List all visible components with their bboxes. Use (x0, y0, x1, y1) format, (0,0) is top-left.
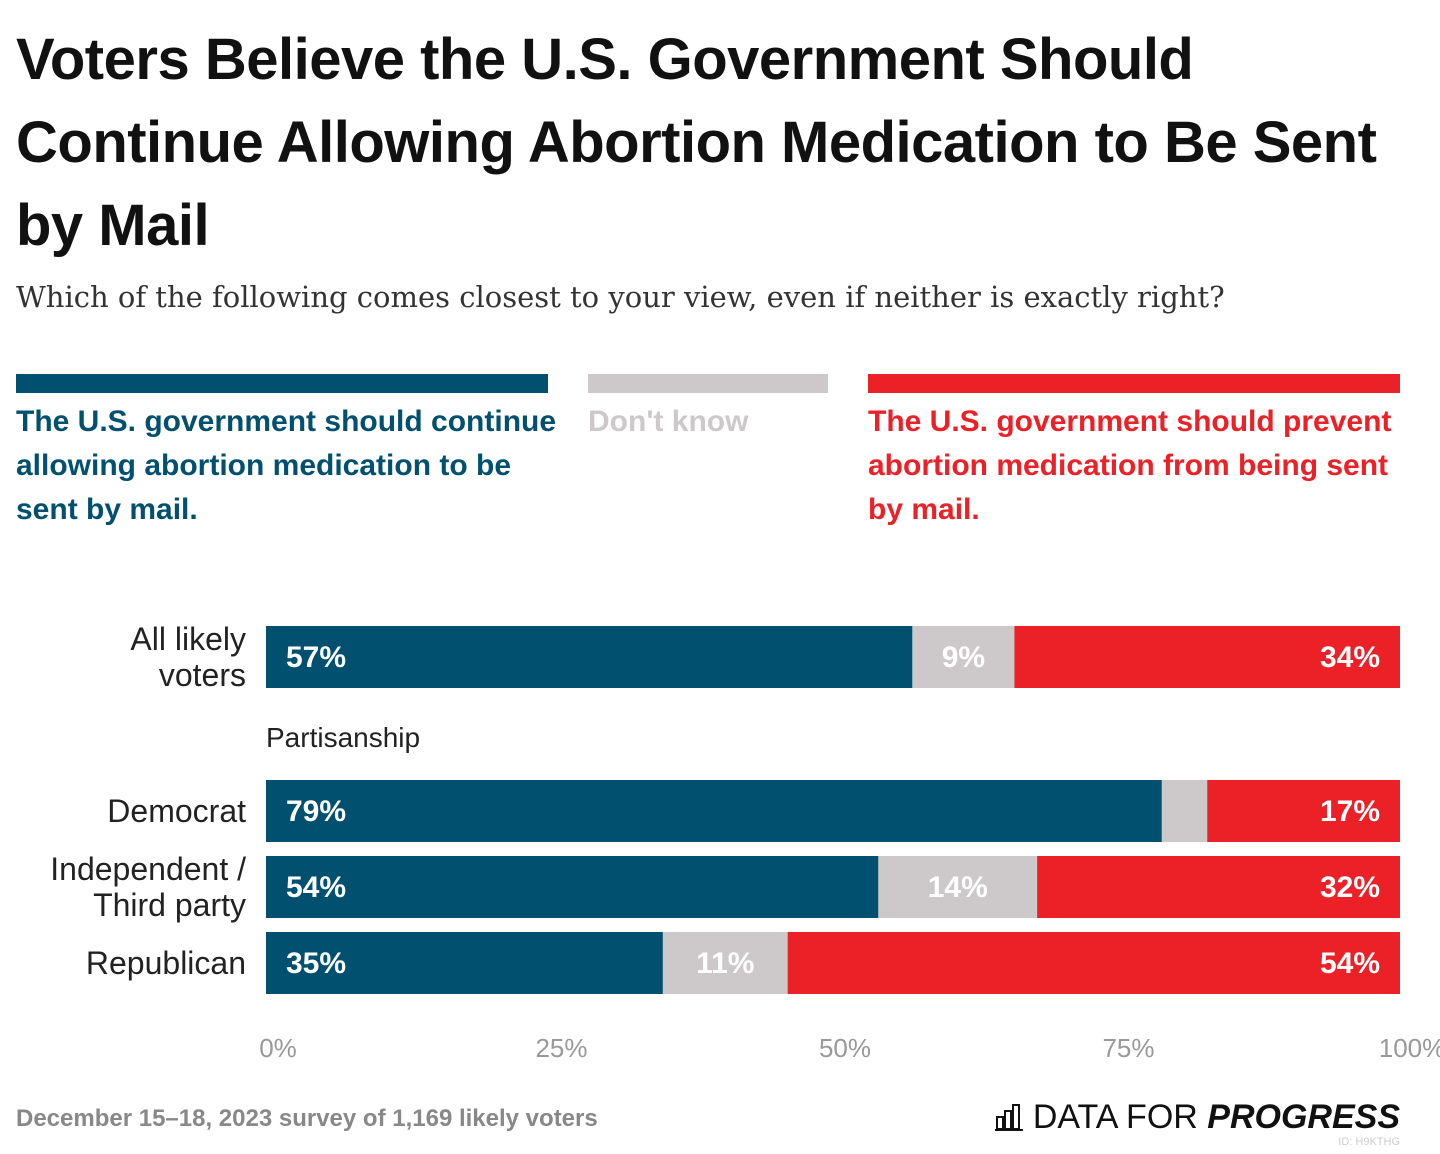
legend-swatch (16, 374, 548, 393)
bar-segment (266, 856, 879, 918)
group-label: Partisanship (266, 722, 421, 753)
bar-segment (878, 856, 1038, 918)
bar-segment (266, 780, 1162, 842)
bar-segment (1161, 780, 1208, 842)
logo: DATA FOR PROGRESS (994, 1098, 1400, 1137)
x-tick-label: 100% (1379, 1033, 1440, 1063)
value-label: 54% (1320, 947, 1380, 980)
chart-title: Voters Believe the U.S. Government Shoul… (16, 27, 1377, 258)
value-label: 79% (286, 795, 346, 828)
value-label: 14% (928, 871, 988, 904)
legend-swatch (868, 374, 1400, 393)
category-label: Republican (85, 945, 246, 981)
chart-subtitle: Which of the following comes closest to … (16, 280, 1225, 314)
logo-icon (994, 1104, 1023, 1131)
chart-id: ID: H9KTHG (1338, 1136, 1400, 1148)
value-label: 57% (286, 641, 346, 674)
bar-segment (1207, 780, 1400, 842)
category-label: Democrat (107, 793, 246, 829)
logo-text: DATA FOR (1032, 1098, 1198, 1136)
category-label: All likely voters (130, 621, 246, 693)
value-label: 34% (1320, 641, 1380, 674)
bar-segment (912, 626, 1015, 688)
value-label: 9% (942, 641, 985, 674)
x-tick-label: 0% (259, 1033, 297, 1063)
x-tick-label: 25% (535, 1033, 587, 1063)
bar-segment (266, 932, 663, 994)
value-label: 17% (1320, 795, 1380, 828)
legend-label: The U.S. government should continue allo… (16, 405, 557, 526)
legend-label: Don't know (588, 405, 749, 438)
x-tick-label: 50% (819, 1033, 871, 1063)
bar-segment (1014, 626, 1400, 688)
source-note: December 15–18, 2023 survey of 1,169 lik… (16, 1105, 598, 1132)
value-label: 54% (286, 871, 346, 904)
value-label: 11% (696, 947, 754, 980)
x-tick-label: 75% (1102, 1033, 1154, 1063)
legend-label: The U.S. government should prevent abort… (868, 405, 1392, 526)
bar-segment (662, 932, 788, 994)
value-label: 35% (286, 947, 346, 980)
legend-swatch (588, 374, 828, 393)
category-label: Independent / Third party (50, 851, 246, 923)
value-label: 32% (1320, 871, 1380, 904)
bar-segment (1037, 856, 1400, 918)
bar-segment (787, 932, 1400, 994)
logo-text-bold: PROGRESS (1207, 1098, 1400, 1136)
bar-segment (266, 626, 913, 688)
